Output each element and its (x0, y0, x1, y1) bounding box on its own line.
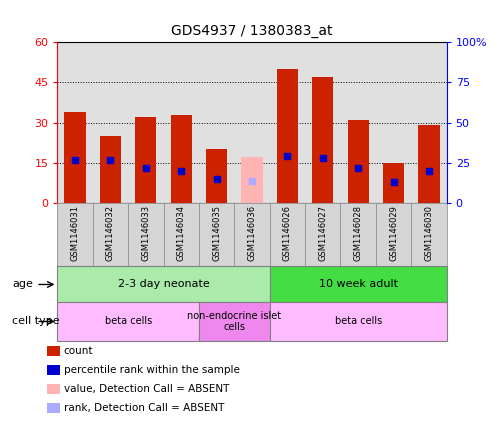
Bar (269, 42, 305, 203)
Text: GSM1146030: GSM1146030 (425, 205, 434, 261)
Text: GSM1146035: GSM1146035 (212, 205, 221, 261)
Text: beta cells: beta cells (104, 316, 152, 327)
Bar (135, 117, 157, 203)
Title: GDS4937 / 1380383_at: GDS4937 / 1380383_at (171, 25, 333, 38)
Bar (171, 115, 192, 203)
Bar (164, 42, 199, 203)
Text: GSM1146031: GSM1146031 (70, 205, 79, 261)
Bar (418, 125, 440, 203)
Bar (57, 302, 199, 341)
Bar (199, 302, 269, 341)
Bar (242, 157, 262, 203)
Bar (100, 136, 121, 203)
Text: beta cells: beta cells (334, 316, 382, 327)
Bar (277, 69, 298, 203)
Text: cell type: cell type (12, 316, 60, 327)
Bar (93, 42, 128, 203)
Text: rank, Detection Call = ABSENT: rank, Detection Call = ABSENT (64, 403, 224, 413)
Bar (305, 42, 340, 203)
Text: GSM1146027: GSM1146027 (318, 205, 327, 261)
Text: GSM1146034: GSM1146034 (177, 205, 186, 261)
Text: GSM1146026: GSM1146026 (283, 205, 292, 261)
Text: GSM1146028: GSM1146028 (354, 205, 363, 261)
Bar (199, 42, 235, 203)
Bar (411, 42, 447, 203)
Text: GSM1146036: GSM1146036 (248, 205, 256, 261)
Text: percentile rank within the sample: percentile rank within the sample (64, 365, 240, 375)
Text: 2-3 day neonate: 2-3 day neonate (118, 280, 210, 289)
Bar (64, 112, 86, 203)
Bar (269, 302, 447, 341)
Bar (269, 266, 447, 302)
Bar (383, 163, 404, 203)
Text: 10 week adult: 10 week adult (319, 280, 398, 289)
Text: GSM1146029: GSM1146029 (389, 205, 398, 261)
Bar (376, 42, 411, 203)
Text: GSM1146033: GSM1146033 (141, 205, 150, 261)
Text: age: age (12, 280, 33, 289)
Bar (312, 77, 333, 203)
Bar (57, 266, 269, 302)
Bar (347, 120, 369, 203)
Bar (235, 42, 269, 203)
Text: count: count (64, 346, 93, 356)
Text: GSM1146032: GSM1146032 (106, 205, 115, 261)
Bar (57, 42, 93, 203)
Bar (206, 149, 227, 203)
Bar (128, 42, 164, 203)
Bar (340, 42, 376, 203)
Text: non-endocrine islet
cells: non-endocrine islet cells (187, 310, 281, 332)
Text: value, Detection Call = ABSENT: value, Detection Call = ABSENT (64, 384, 229, 394)
